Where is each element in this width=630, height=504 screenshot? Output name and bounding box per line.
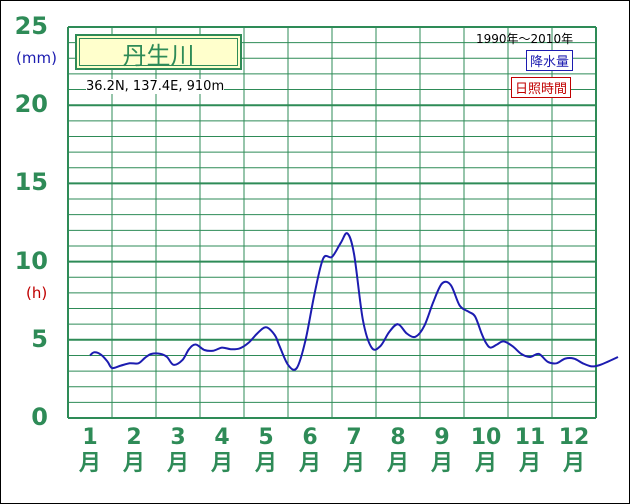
x-tick-label: 12 月 <box>558 425 590 476</box>
unit-label-hours: (h) <box>26 284 48 302</box>
station-coordinates: 36.2N, 137.4E, 910m <box>86 79 225 94</box>
y-tick-label: 10 <box>14 246 48 275</box>
station-name: 丹生川 <box>122 42 195 70</box>
y-tick-label: 20 <box>14 90 48 119</box>
unit-label-mm: (mm) <box>16 49 57 67</box>
series-line-rainfall <box>89 232 619 371</box>
y-tick-label: 5 <box>31 324 48 353</box>
y-tick-label: 25 <box>14 12 48 40</box>
data-period: 1990年〜2010年 <box>476 32 574 46</box>
legend-sunshine: 日照時間 <box>511 77 572 98</box>
station-name-box <box>75 34 242 70</box>
legend-rainfall: 降水量 <box>526 50 574 71</box>
y-tick-label: 0 <box>31 403 48 431</box>
y-tick-label: 15 <box>14 168 48 197</box>
plot-border <box>67 26 597 419</box>
x-tick-label: 10 月 <box>470 425 502 476</box>
x-tick-label: 11 月 <box>514 425 546 476</box>
